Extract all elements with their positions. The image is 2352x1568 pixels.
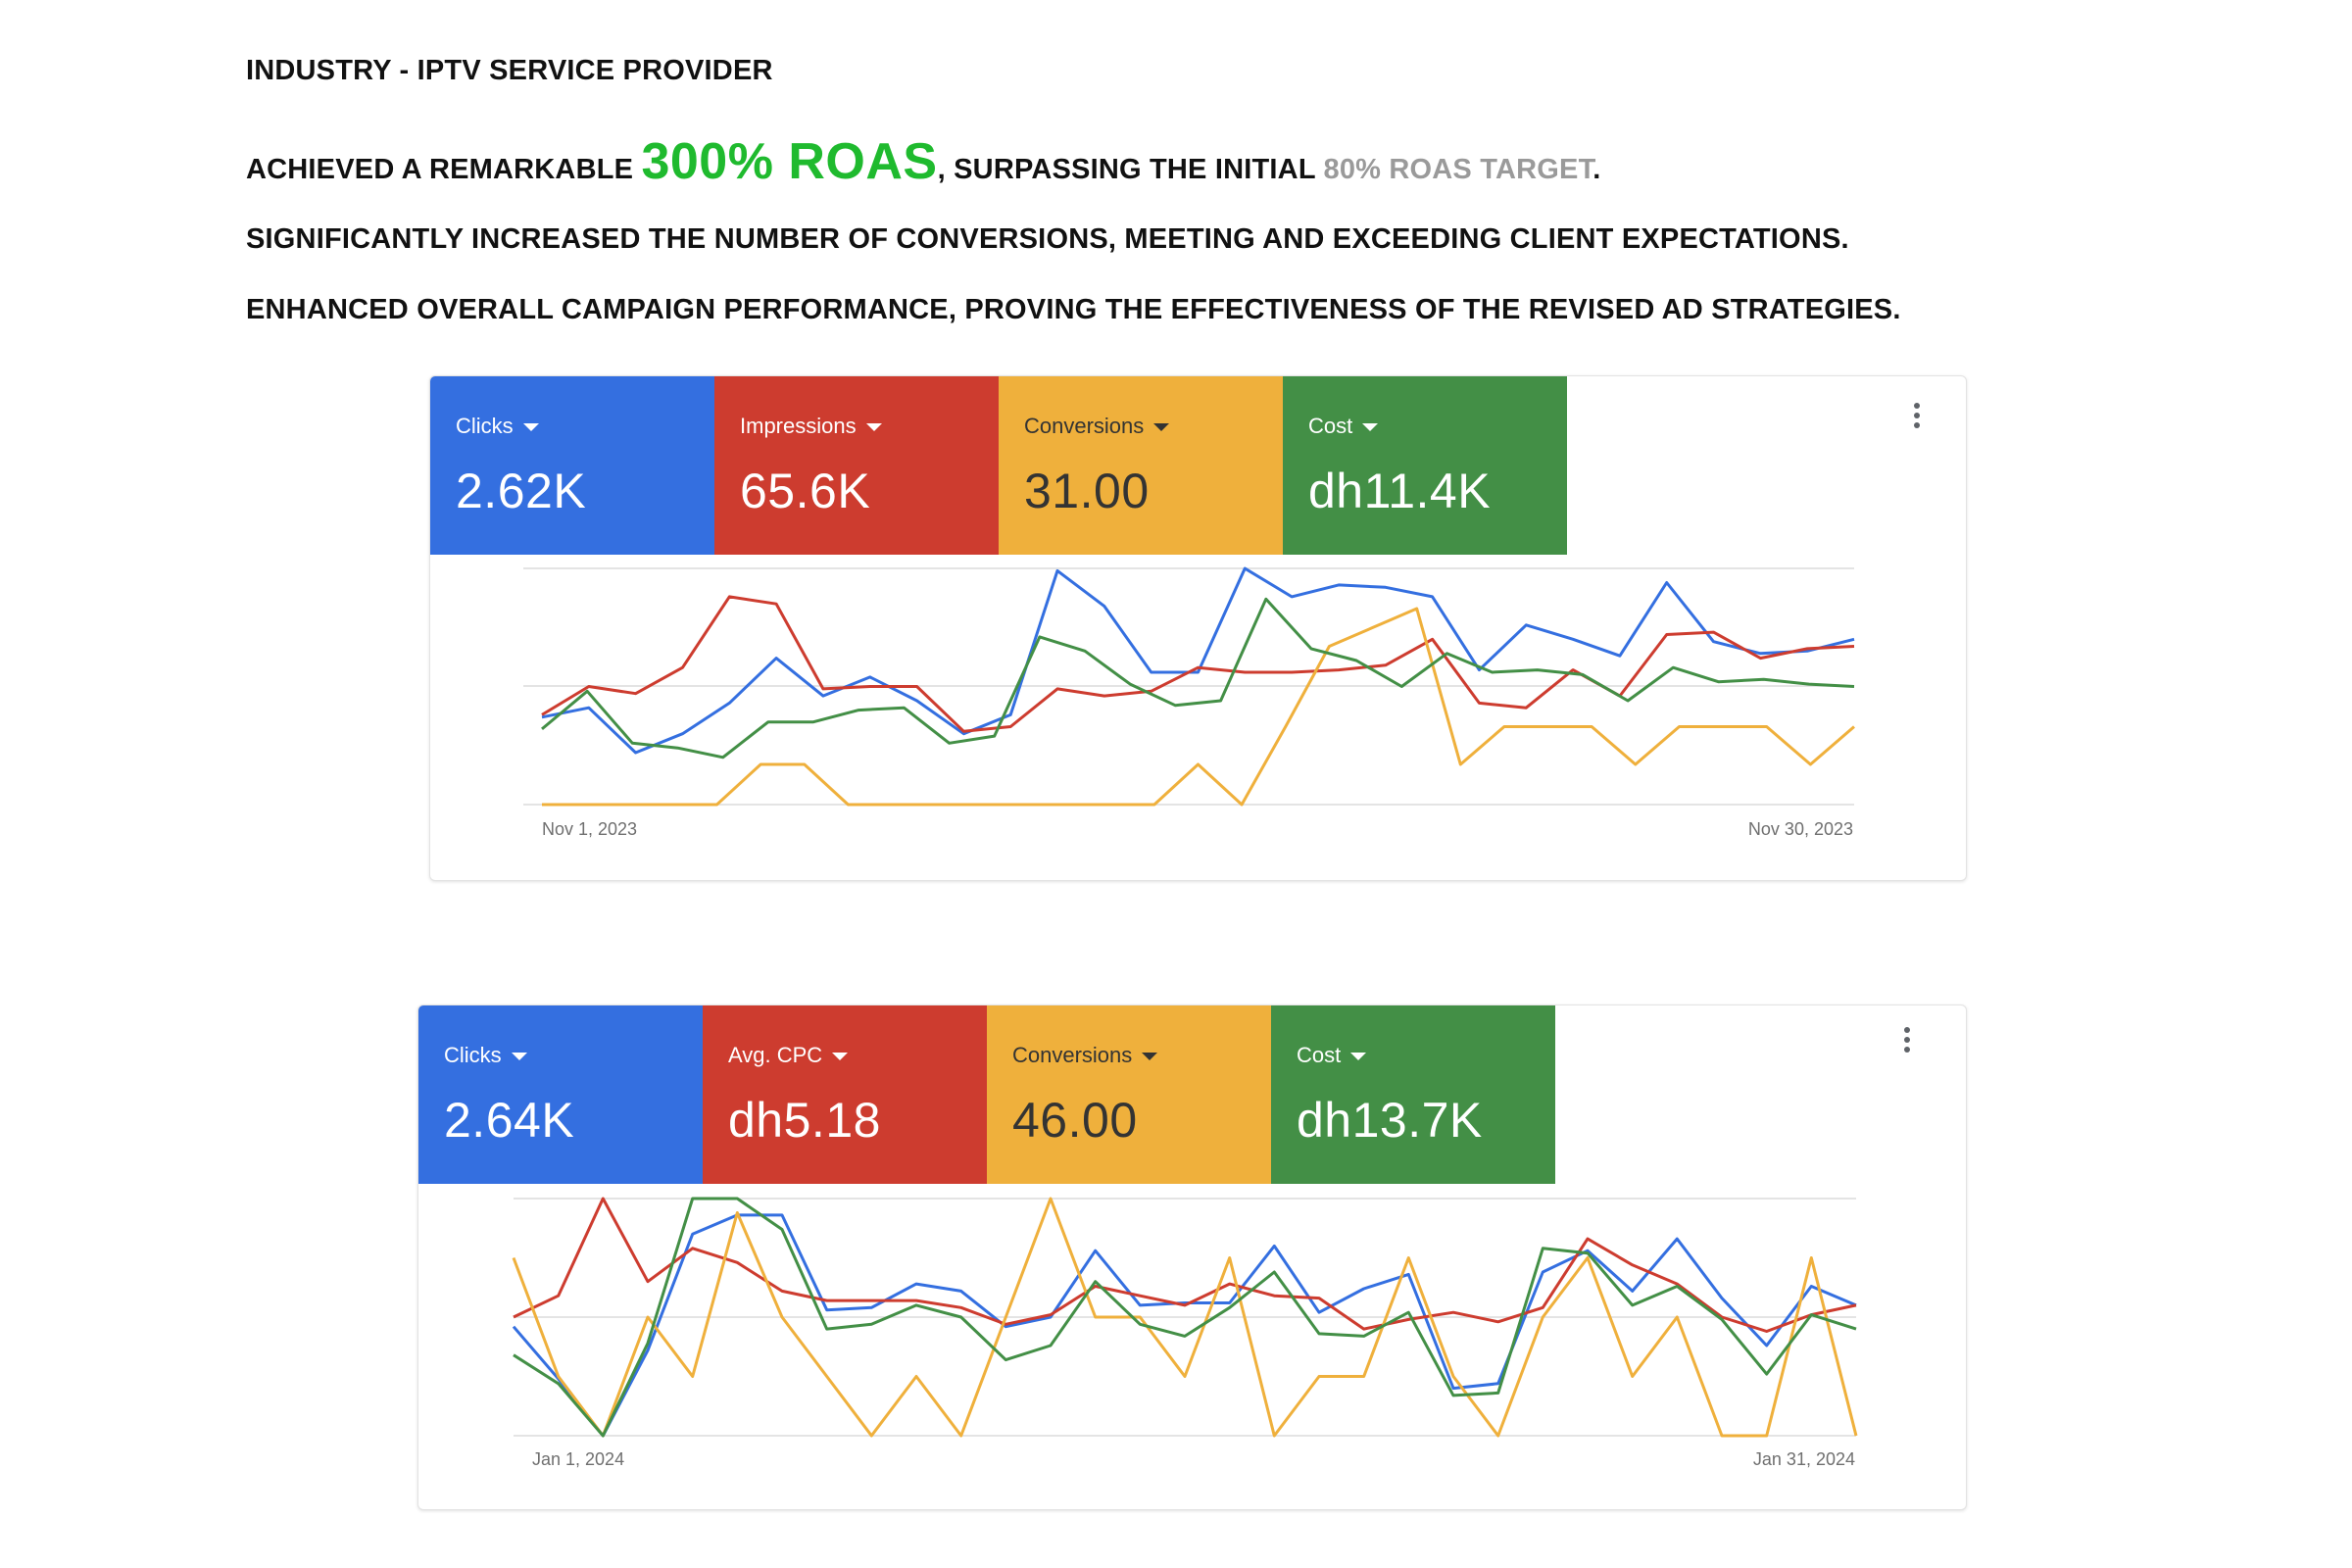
metric-label: Cost [1297,1043,1342,1067]
metric-label: Conversions [1024,414,1145,438]
line1-prefix: ACHIEVED A REMARKABLE [246,154,642,185]
scorecard-label: Clicks [444,1043,703,1068]
scorecard-row: Clicks 2.62K Impressions 65.6K Conversio… [430,376,1567,555]
series-line-cost [541,597,1855,760]
conversions-statement: SIGNIFICANTLY INCREASED THE NUMBER OF CO… [246,223,1849,255]
performance-panel-jan-2024: Clicks 2.64K Avg. CPC dh5.18 Conversions… [417,1004,1967,1510]
roas-achievement-line: ACHIEVED A REMARKABLE 300% ROAS, SURPASS… [246,132,1601,191]
scorecard-label: Conversions [1012,1043,1271,1068]
scorecard-value: 2.62K [456,464,587,518]
performance-panel-nov-2023: Clicks 2.62K Impressions 65.6K Conversio… [429,375,1967,881]
x-start-label: Jan 1, 2024 [532,1449,624,1469]
roas-target: 80% ROAS TARGET [1323,154,1593,185]
scorecard-label: Clicks [456,414,714,439]
metric-label: Clicks [456,414,514,438]
series-line-conversions [542,607,1855,807]
dropdown-caret-icon[interactable] [1142,1053,1158,1060]
dropdown-caret-icon[interactable] [1153,423,1170,431]
metric-label: Clicks [444,1043,502,1067]
scorecard-label: Impressions [740,414,999,439]
series-layer [541,566,1855,807]
series-line-conversions [512,1197,1858,1438]
metric-label: Cost [1308,414,1353,438]
series-line-cost [513,1197,1857,1438]
scorecard-value: dh11.4K [1308,464,1492,518]
line1-middle: , SURPASSING THE INITIAL [937,154,1324,185]
series-line-clicks [541,566,1855,755]
scorecard-conversions[interactable]: Conversions 46.00 [987,1005,1271,1184]
scorecard-label: Avg. CPC [728,1043,987,1068]
scorecard-value: dh5.18 [728,1093,881,1148]
scorecard-label: Conversions [1024,414,1283,439]
dropdown-caret-icon[interactable] [511,1053,527,1060]
performance-statement: ENHANCED OVERALL CAMPAIGN PERFORMANCE, P… [246,294,1901,325]
line-chart: Jan 1, 2024 Jan 31, 2024 [512,1197,1858,1469]
metric-label: Avg. CPC [728,1043,823,1067]
line-chart: Nov 1, 2023 Nov 30, 2023 [523,566,1855,839]
scorecard-clicks[interactable]: Clicks 2.62K [430,376,714,555]
x-end-label: Jan 31, 2024 [1753,1449,1855,1469]
scorecard-value: dh13.7K [1297,1093,1483,1148]
series-line-clicks [512,1213,1857,1438]
dropdown-caret-icon[interactable] [1362,423,1379,431]
scorecard-value: 2.64K [444,1093,575,1148]
more-vert-icon[interactable] [1892,1020,1922,1059]
series-line-avg-cpc [513,1197,1857,1333]
scorecard-conversions[interactable]: Conversions 31.00 [999,376,1283,555]
series-line-impressions [541,595,1855,733]
line1-suffix: . [1592,154,1601,185]
dropdown-caret-icon[interactable] [522,423,539,431]
scorecard-impressions[interactable]: Impressions 65.6K [714,376,999,555]
scorecard-value: 46.00 [1012,1093,1138,1148]
scorecard-label: Cost [1297,1043,1555,1068]
scorecard-row: Clicks 2.64K Avg. CPC dh5.18 Conversions… [418,1005,1555,1184]
x-start-label: Nov 1, 2023 [542,819,637,839]
scorecard-avg-cpc[interactable]: Avg. CPC dh5.18 [703,1005,987,1184]
metric-label: Impressions [740,414,857,438]
scorecard-value: 31.00 [1024,464,1150,518]
roas-highlight: 300% ROAS [641,133,938,190]
scorecard-clicks[interactable]: Clicks 2.64K [418,1005,703,1184]
dropdown-caret-icon[interactable] [865,423,882,431]
scorecard-value: 65.6K [740,464,871,518]
scorecard-cost[interactable]: Cost dh11.4K [1283,376,1567,555]
x-end-label: Nov 30, 2023 [1748,819,1853,839]
metric-label: Conversions [1012,1043,1133,1067]
more-vert-icon[interactable] [1902,396,1932,435]
series-layer [512,1197,1858,1438]
dropdown-caret-icon[interactable] [832,1053,849,1060]
industry-heading: INDUSTRY - IPTV SERVICE PROVIDER [246,55,773,86]
dropdown-caret-icon[interactable] [1350,1053,1367,1060]
scorecard-cost[interactable]: Cost dh13.7K [1271,1005,1555,1184]
scorecard-label: Cost [1308,414,1567,439]
